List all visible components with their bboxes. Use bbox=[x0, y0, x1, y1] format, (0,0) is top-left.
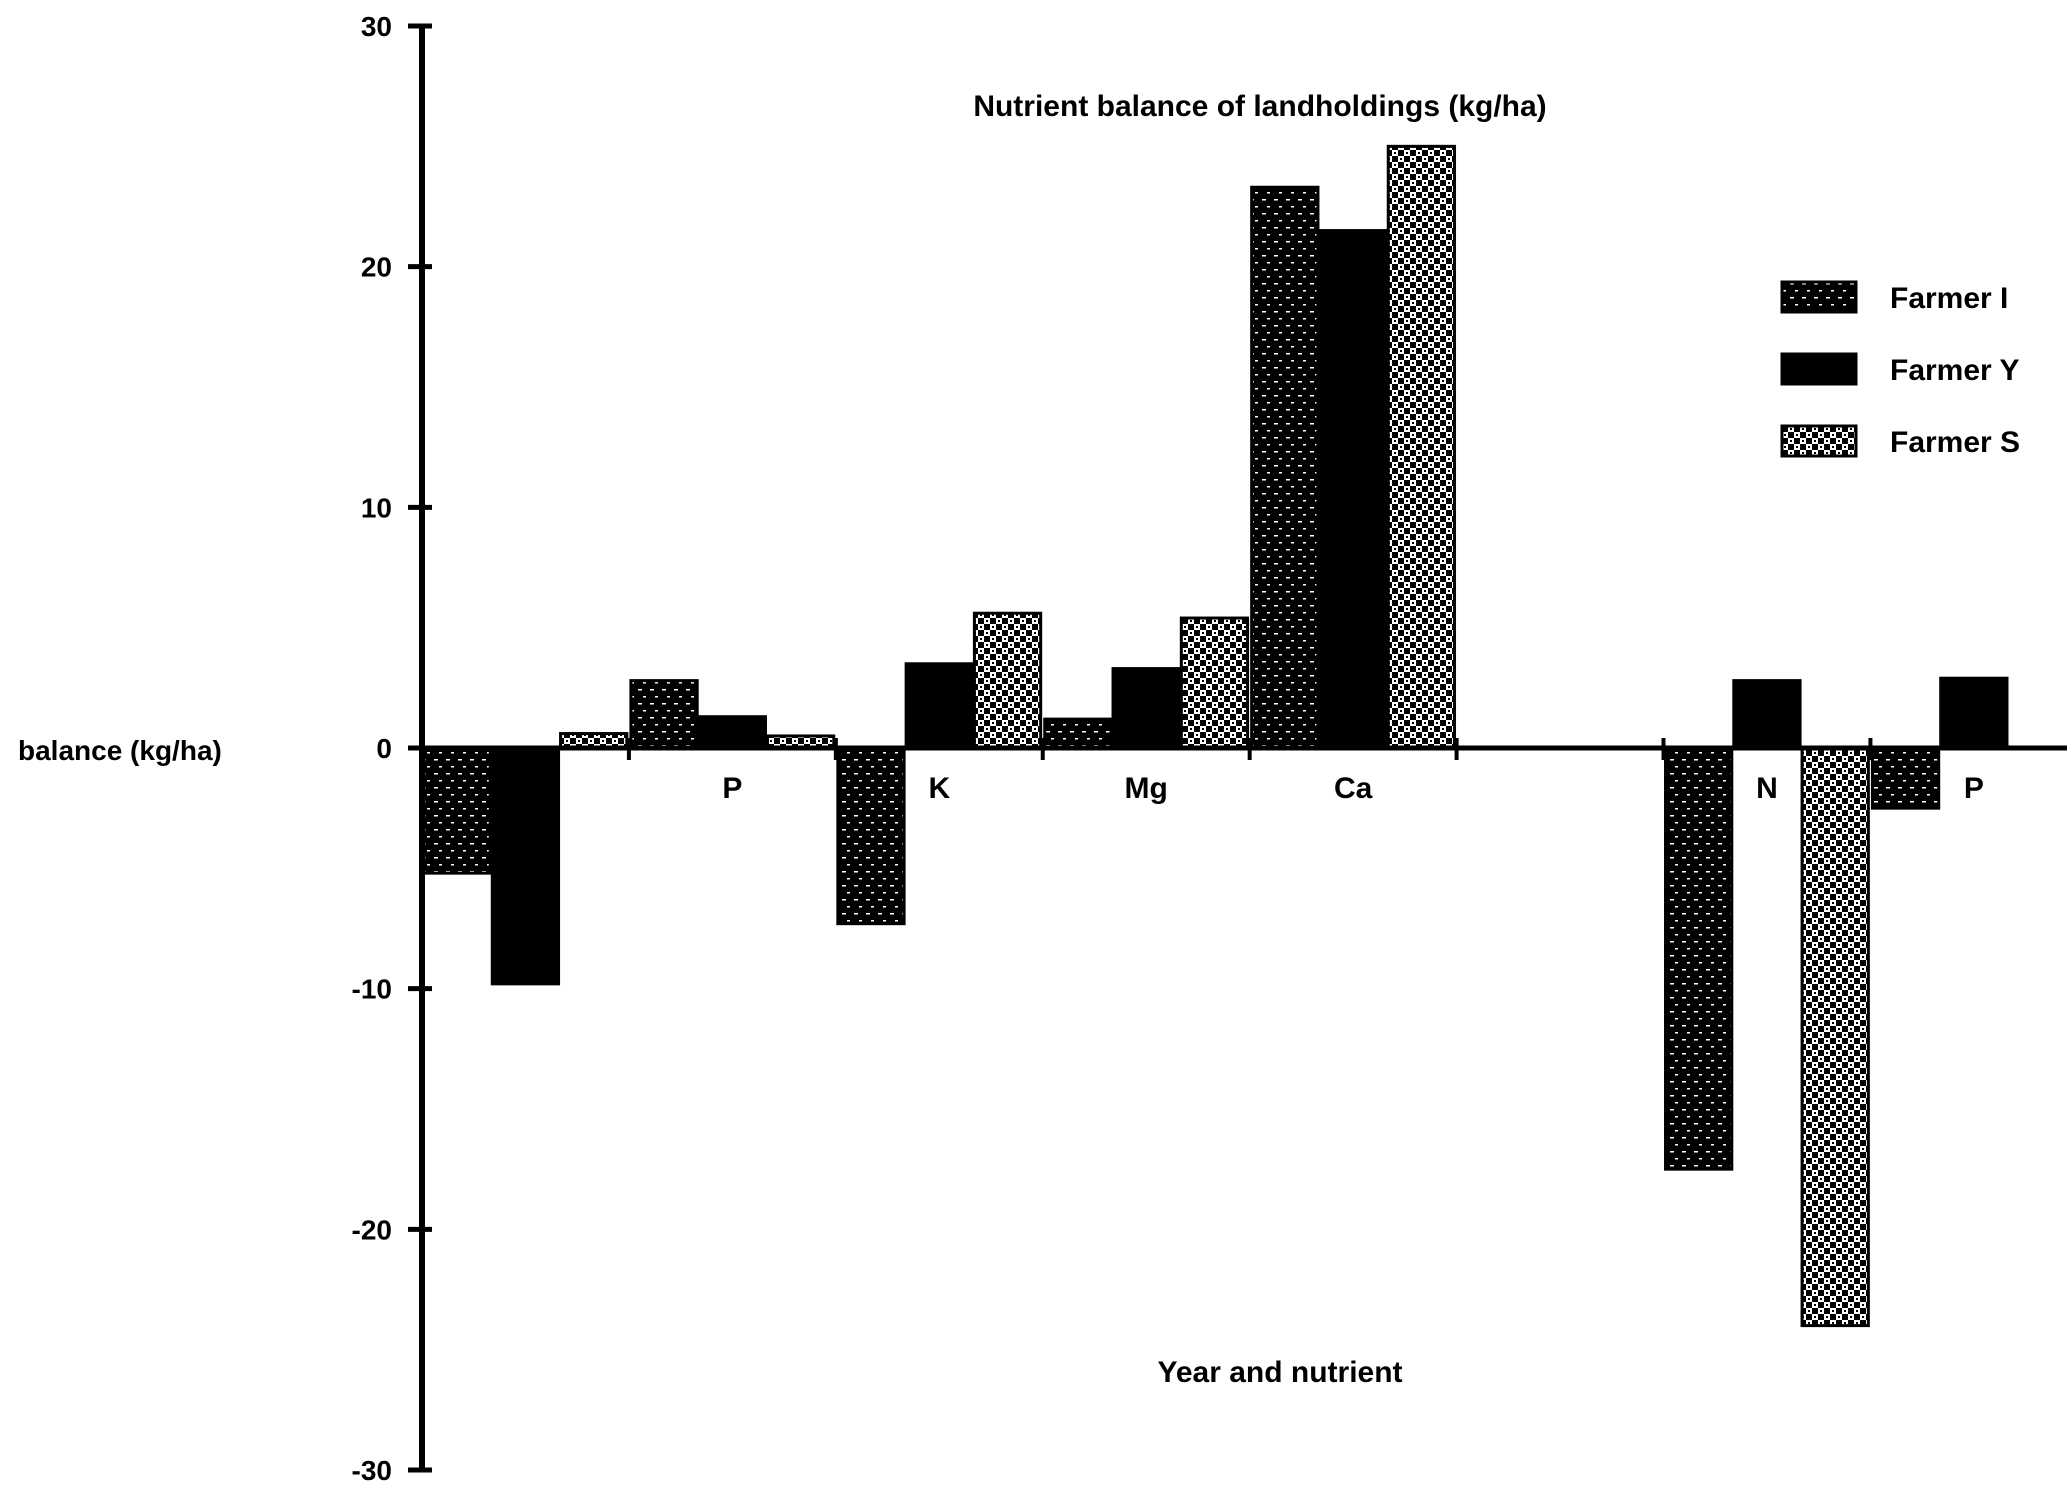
bar-farmer-s bbox=[1386, 144, 1457, 750]
x-axis-label: Year and nutrient bbox=[1157, 1356, 1402, 1389]
y-tick-label: -10 bbox=[352, 974, 392, 1005]
category-labels: N P K Mg Ca N P bbox=[515, 772, 1984, 805]
bar-farmer-y bbox=[697, 715, 767, 750]
bar-farmer-i bbox=[1250, 185, 1320, 750]
y-tick-label: 20 bbox=[361, 252, 392, 283]
category-label: Ca bbox=[1334, 772, 1373, 805]
bar-farmer-y bbox=[490, 746, 561, 986]
category-label: N bbox=[515, 772, 537, 805]
legend-swatch bbox=[1780, 424, 1858, 458]
y-axis-label: balance (kg/ha) bbox=[18, 735, 222, 766]
legend-swatch bbox=[1780, 352, 1858, 386]
category-label: Mg bbox=[1125, 772, 1168, 805]
bar-farmer-i bbox=[1664, 746, 1734, 1171]
bar-farmer-y bbox=[904, 662, 974, 750]
chart-title: Nutrient balance of landholdings (kg/ha) bbox=[973, 90, 1546, 123]
bar-farmer-y bbox=[1318, 229, 1388, 750]
bar-farmer-s bbox=[1800, 746, 1870, 1328]
y-tick-label: 10 bbox=[361, 492, 392, 523]
bar-farmer-i bbox=[1043, 717, 1113, 750]
y-tick-label: -30 bbox=[352, 1455, 392, 1486]
bar-farmer-y bbox=[1939, 676, 2009, 750]
y-tick-label: -20 bbox=[352, 1214, 392, 1245]
bar-farmer-y bbox=[1111, 667, 1181, 750]
category-label: N bbox=[1756, 772, 1778, 805]
ticks-layer: 30 20 10 0 -10 -20 -30 bbox=[352, 11, 1873, 1486]
category-label: P bbox=[722, 772, 742, 805]
bar-farmer-s bbox=[1179, 616, 1250, 750]
bar-farmer-y bbox=[1732, 679, 1802, 750]
category-label: K bbox=[928, 772, 950, 805]
legend: Farmer I Farmer Y Farmer S bbox=[1780, 280, 2020, 459]
legend-label: Farmer I bbox=[1890, 282, 2008, 315]
bar-farmer-i bbox=[836, 746, 906, 926]
bar-farmer-s bbox=[972, 611, 1043, 750]
bars-layer bbox=[422, 144, 2009, 1328]
y-tick-label: 0 bbox=[376, 733, 392, 764]
bar-farmer-i bbox=[629, 679, 699, 750]
legend-swatch bbox=[1780, 280, 1858, 314]
legend-label: Farmer Y bbox=[1890, 354, 2020, 387]
y-tick-label: 30 bbox=[361, 11, 392, 42]
category-label: P bbox=[1964, 772, 1984, 805]
bar-farmer-i bbox=[422, 746, 492, 875]
legend-label: Farmer S bbox=[1890, 426, 2020, 459]
bar-farmer-i bbox=[1870, 746, 1941, 810]
